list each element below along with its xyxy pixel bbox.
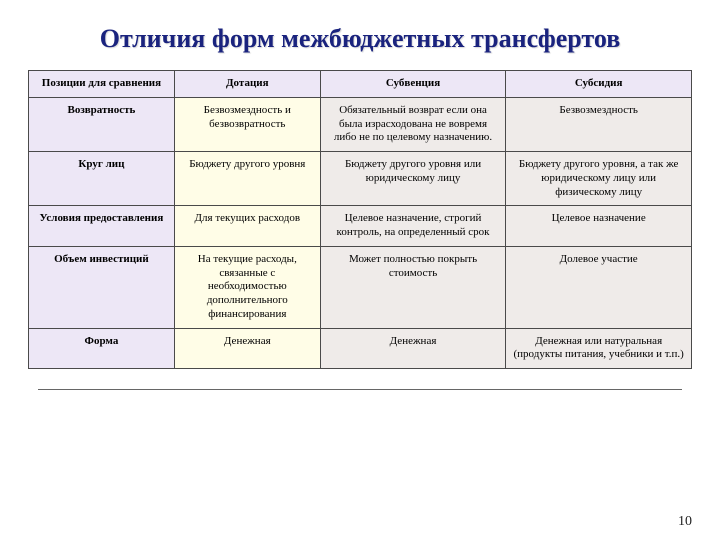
cell-subvention: Обязательный возврат если она была израс… [320, 97, 506, 151]
row-label: Круг лиц [29, 152, 175, 206]
col-header-position: Позиции для сравнения [29, 71, 175, 98]
page-number: 10 [678, 514, 692, 530]
col-header-subsidy: Субсидия [506, 71, 692, 98]
cell-dotation: Безвозмездность и безвозвратность [174, 97, 320, 151]
cell-dotation: Денежная [174, 328, 320, 369]
table-row: Возвратность Безвозмездность и безвозвра… [29, 97, 692, 151]
cell-subsidy: Целевое назначение [506, 206, 692, 247]
cell-subvention: Денежная [320, 328, 506, 369]
cell-subsidy: Денежная или натуральная (продукты питан… [506, 328, 692, 369]
slide: Отличия форм межбюджетных трансфертов По… [0, 0, 720, 540]
cell-subvention: Бюджету другого уровня или юридическому … [320, 152, 506, 206]
row-label: Форма [29, 328, 175, 369]
cell-subvention: Целевое назначение, строгий контроль, на… [320, 206, 506, 247]
slide-title: Отличия форм межбюджетных трансфертов [28, 24, 692, 54]
table-row: Круг лиц Бюджету другого уровня Бюджету … [29, 152, 692, 206]
table-row: Форма Денежная Денежная Денежная или нат… [29, 328, 692, 369]
col-header-dotation: Дотация [174, 71, 320, 98]
table-row: Объем инвестиций На текущие расходы, свя… [29, 246, 692, 328]
row-label: Условия предоставления [29, 206, 175, 247]
footer-divider [38, 389, 682, 390]
cell-subsidy: Безвозмездность [506, 97, 692, 151]
cell-dotation: На текущие расходы, связанные с необходи… [174, 246, 320, 328]
table-row: Условия предоставления Для текущих расхо… [29, 206, 692, 247]
row-label: Возвратность [29, 97, 175, 151]
cell-subvention: Может полностью покрыть стоимость [320, 246, 506, 328]
col-header-subvention: Субвенция [320, 71, 506, 98]
cell-dotation: Бюджету другого уровня [174, 152, 320, 206]
comparison-table: Позиции для сравнения Дотация Субвенция … [28, 70, 692, 369]
cell-subsidy: Долевое участие [506, 246, 692, 328]
cell-dotation: Для текущих расходов [174, 206, 320, 247]
cell-subsidy: Бюджету другого уровня, а так же юридиче… [506, 152, 692, 206]
table-header-row: Позиции для сравнения Дотация Субвенция … [29, 71, 692, 98]
row-label: Объем инвестиций [29, 246, 175, 328]
